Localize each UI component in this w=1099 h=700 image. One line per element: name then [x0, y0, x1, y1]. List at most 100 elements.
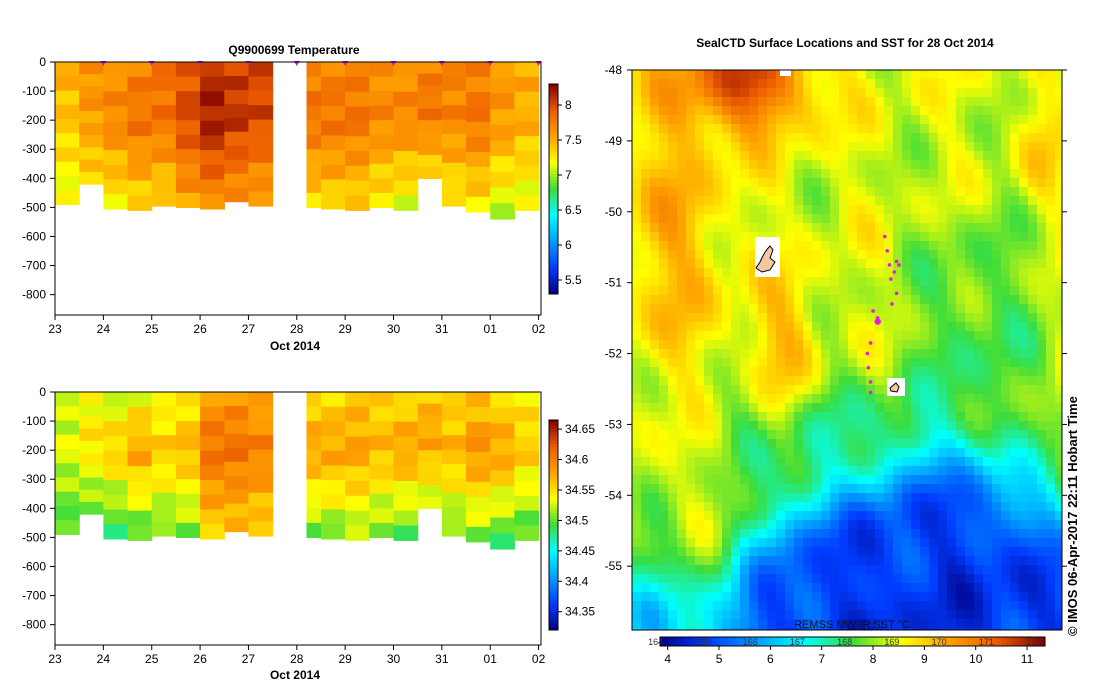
sst-cell: [668, 106, 678, 116]
sst-cell: [668, 70, 678, 80]
sst-cell: [920, 259, 930, 269]
sst-cell: [938, 142, 948, 152]
profile-cell: [369, 464, 395, 480]
sst-cell: [884, 268, 894, 278]
sst-cell: [1001, 241, 1011, 251]
sst-cell: [704, 223, 714, 233]
sst-cell: [866, 313, 876, 323]
colorbar-swatch: [549, 522, 558, 526]
sst-cell: [1037, 484, 1047, 494]
sst-cell: [1046, 214, 1056, 224]
temperature-colorbar-frame: [548, 83, 559, 295]
profile-cell: [103, 392, 129, 408]
sst-cell: [632, 124, 642, 134]
sst-cell: [830, 196, 840, 206]
sst-cell: [668, 619, 678, 629]
sst-cell: [974, 97, 984, 107]
colorbar-swatch: [549, 228, 558, 232]
profile-cell: [514, 195, 540, 211]
sst-cell: [695, 277, 705, 287]
sst-cell: [1046, 250, 1056, 260]
sst-cell: [983, 592, 993, 602]
sst-cell: [965, 142, 975, 152]
sst-cell: [839, 349, 849, 359]
sst-cell: [974, 124, 984, 134]
colorbar-swatch: [549, 192, 558, 196]
sst-cell: [1019, 88, 1029, 98]
sst-cell: [1055, 304, 1062, 314]
sst-cell: [713, 349, 723, 359]
sst-cell: [965, 223, 975, 233]
sst-cell: [1001, 331, 1011, 341]
sst-cell: [983, 565, 993, 575]
profile-cell: [441, 62, 467, 77]
sst-cell: [677, 277, 687, 287]
sst-cell: [1010, 214, 1020, 224]
colorbar-swatch: [549, 591, 558, 595]
sst-cell: [1028, 106, 1038, 116]
sst-cell: [857, 250, 867, 260]
sst-cell: [830, 574, 840, 584]
x-tick-label: 01: [484, 322, 498, 336]
sst-cell: [812, 331, 822, 341]
sst-cell: [974, 394, 984, 404]
sst-cell: [740, 304, 750, 314]
sst-cell: [758, 124, 768, 134]
sst-cell: [695, 295, 705, 305]
profile-cell: [248, 507, 274, 523]
sst-cell: [929, 412, 939, 422]
sst-cell: [650, 313, 660, 323]
sst-cell: [677, 520, 687, 530]
sst-cell: [722, 331, 732, 341]
sst-cell: [1037, 295, 1047, 305]
sst-cell: [650, 592, 660, 602]
sst-cell: [1010, 232, 1020, 242]
sst-cell: [812, 115, 822, 125]
sst-cell: [794, 610, 804, 620]
sst-cell: [812, 88, 822, 98]
sst-cell: [848, 439, 858, 449]
sst-cell: [830, 142, 840, 152]
sst-cell: [794, 88, 804, 98]
sst-cell: [875, 349, 885, 359]
sst-cell: [965, 619, 975, 629]
sst-cell: [659, 214, 669, 224]
profile-cell: [151, 406, 177, 422]
sst-cell: [992, 565, 1002, 575]
sst-cell: [956, 187, 966, 197]
sst-cell: [938, 106, 948, 116]
sst-cell: [785, 538, 795, 548]
sst-cell: [794, 394, 804, 404]
sst-cell: [731, 475, 741, 485]
sst-cell: [632, 367, 642, 377]
sst-cell: [1037, 583, 1047, 593]
sst-cell: [659, 466, 669, 476]
sst-cell: [731, 169, 741, 179]
sst-cell: [632, 511, 642, 521]
longitude-label: 166: [743, 637, 758, 647]
sst-cell: [713, 340, 723, 350]
sst-cell: [776, 520, 786, 530]
sst-cell: [821, 286, 831, 296]
sst-cell: [740, 268, 750, 278]
sst-cell: [857, 439, 867, 449]
sst-cell: [650, 70, 660, 80]
seal-location: [887, 263, 892, 267]
sst-cell: [794, 376, 804, 386]
sst-cell: [911, 142, 921, 152]
profile-cell: [55, 449, 80, 464]
sst-cell: [659, 628, 669, 630]
profile-cell: [514, 525, 540, 541]
sst-cell: [857, 196, 867, 206]
sst-cell: [1001, 178, 1011, 188]
colorbar-swatch: [549, 513, 558, 517]
sst-cell: [749, 556, 759, 566]
profile-cell: [224, 117, 250, 133]
y-tick-label: -500: [22, 530, 46, 544]
sst-cell: [1037, 538, 1047, 548]
sst-cell: [938, 448, 948, 458]
sst-cell: [848, 79, 858, 89]
sst-cell: [1028, 439, 1038, 449]
sst-cell: [920, 70, 930, 80]
sst-cell: [1046, 619, 1056, 629]
